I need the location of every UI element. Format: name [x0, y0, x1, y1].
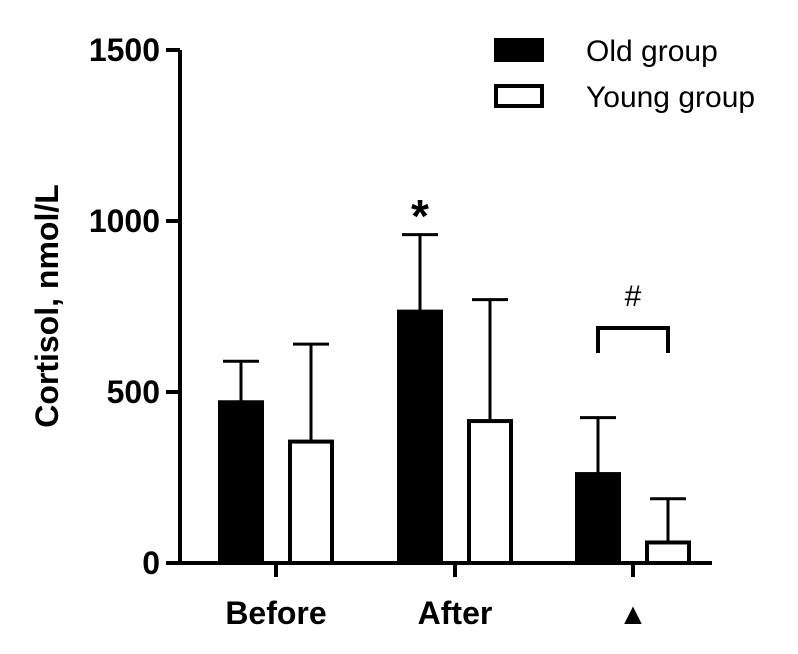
y-tick-label: 1500: [89, 32, 160, 68]
comparison-bracket: [596, 326, 670, 353]
bar-young-group: [288, 439, 334, 565]
x-category-label: After: [418, 595, 493, 631]
significance-star: *: [411, 190, 429, 242]
significance-hash: #: [625, 280, 642, 313]
y-tick-label: 1000: [89, 203, 160, 239]
y-axis-title: Cortisol, nmol/L: [29, 184, 65, 428]
legend-swatch: [494, 84, 544, 108]
x-category-label: ▲: [618, 598, 648, 631]
y-tick-label: 0: [142, 545, 160, 581]
bar-old-group: [397, 309, 443, 565]
bar-young-group: [467, 419, 513, 565]
legend: Old group Young group: [494, 35, 755, 114]
y-tick-label: 500: [107, 374, 160, 410]
legend-label: Old group: [586, 35, 718, 68]
legend-swatch: [494, 38, 544, 62]
legend-label: Young group: [586, 81, 755, 114]
labels-layer: 0 500 1000 1500 Before After ▲ Cortisol, nmol/L…: [29, 32, 648, 631]
x-category-label: Before: [225, 595, 326, 631]
bar-young-group: [645, 540, 691, 565]
bars-layer: [218, 233, 691, 566]
bar-old-group: [218, 400, 264, 566]
axes-layer: [166, 48, 712, 577]
bar-old-group: [575, 472, 621, 565]
